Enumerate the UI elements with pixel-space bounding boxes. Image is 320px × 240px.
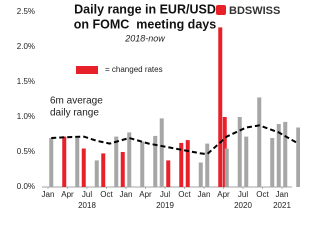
- y-tick-label: 2.5%: [17, 7, 35, 16]
- bar: [94, 160, 99, 187]
- logo-icon: [216, 5, 226, 15]
- x-tick-label: Apr: [139, 190, 152, 199]
- bar: [270, 138, 275, 187]
- average-line: [51, 124, 299, 156]
- chart-title: on FOMC meeting days: [74, 17, 216, 31]
- y-tick-label: 0.5%: [17, 147, 35, 156]
- legend-swatch: [76, 66, 98, 74]
- bar: [153, 135, 158, 187]
- bar: [140, 141, 145, 187]
- bar: [283, 121, 288, 187]
- bar: [75, 138, 80, 187]
- bar: [101, 153, 106, 187]
- bar: [185, 140, 190, 187]
- bar: [205, 143, 210, 187]
- x-tick-label: Jul: [82, 190, 92, 199]
- x-group-label: 2020: [234, 201, 252, 210]
- x-tick-label: Oct: [100, 190, 113, 199]
- y-tick-label: 2.0%: [17, 42, 35, 51]
- bar: [276, 124, 281, 187]
- bar: [296, 127, 300, 187]
- x-tick-label: Apr: [217, 190, 230, 199]
- bar: [114, 136, 119, 187]
- x-tick-label: Jan: [42, 190, 55, 199]
- bar: [62, 136, 67, 187]
- bar: [120, 152, 125, 187]
- bar: [81, 148, 86, 187]
- x-group-label: 2018: [78, 201, 96, 210]
- bar: [224, 148, 229, 187]
- chart-title: Daily range in EUR/USD: [74, 2, 216, 16]
- chart: Daily range in EUR/USD on FOMC meeting d…: [17, 2, 300, 210]
- bar: [218, 27, 223, 188]
- bar: [237, 117, 242, 187]
- y-tick-label: 1.0%: [17, 112, 35, 121]
- y-tick-label: 1.5%: [17, 77, 35, 86]
- bar: [166, 160, 171, 187]
- legend-label: = changed rates: [105, 65, 163, 74]
- bar: [49, 138, 54, 187]
- bar: [257, 97, 262, 187]
- x-group-label: 2019: [156, 201, 174, 210]
- brand-logo: BDSWISS: [216, 5, 280, 17]
- x-tick-label: Jan: [198, 190, 211, 199]
- y-tick-label: 0.0%: [17, 182, 35, 191]
- chart-subtitle: 2018-now: [124, 33, 165, 43]
- x-tick-label: Oct: [256, 190, 269, 199]
- bar: [244, 136, 249, 187]
- x-tick-label: Jul: [160, 190, 170, 199]
- bar: [127, 132, 132, 187]
- x-group-label: 2021: [273, 201, 291, 210]
- x-tick-label: Apr: [61, 190, 74, 199]
- brand-name: BDSWISS: [229, 5, 280, 17]
- bar: [179, 142, 184, 187]
- x-tick-label: Oct: [178, 190, 191, 199]
- x-tick-label: Jan: [276, 190, 289, 199]
- bar: [159, 118, 164, 187]
- x-tick-label: Jan: [120, 190, 133, 199]
- annotation: daily range: [50, 108, 99, 119]
- annotation: 6m average: [50, 96, 103, 107]
- bar: [198, 162, 203, 187]
- x-tick-label: Jul: [238, 190, 248, 199]
